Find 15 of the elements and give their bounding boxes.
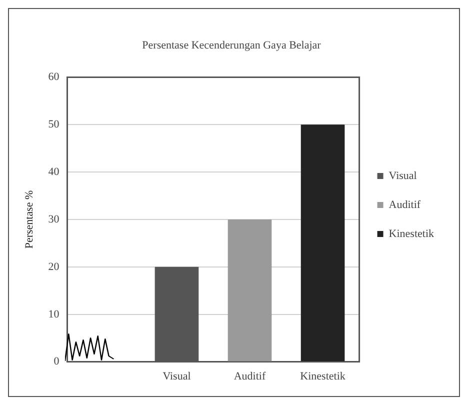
x-tick-label: Kinestetik — [300, 370, 346, 382]
y-tick-label: 30 — [48, 213, 60, 226]
y-tick-label: 50 — [48, 118, 60, 131]
legend-label: Visual — [388, 170, 417, 182]
y-axis-title: Persentase % — [23, 190, 36, 249]
legend-label: Auditif — [388, 198, 421, 211]
y-tick-label: 20 — [48, 260, 60, 273]
chart-title: Persentase Kecenderungan Gaya Belajar — [142, 39, 322, 52]
x-tick-label: Visual — [162, 370, 191, 382]
legend-label: Kinestetik — [388, 228, 434, 240]
x-tick-label: Auditif — [234, 370, 266, 382]
y-tick-label: 40 — [48, 166, 60, 178]
y-tick-label: 10 — [48, 308, 60, 320]
y-tick-label: 60 — [48, 71, 60, 84]
y-tick-label: 0 — [54, 356, 60, 368]
